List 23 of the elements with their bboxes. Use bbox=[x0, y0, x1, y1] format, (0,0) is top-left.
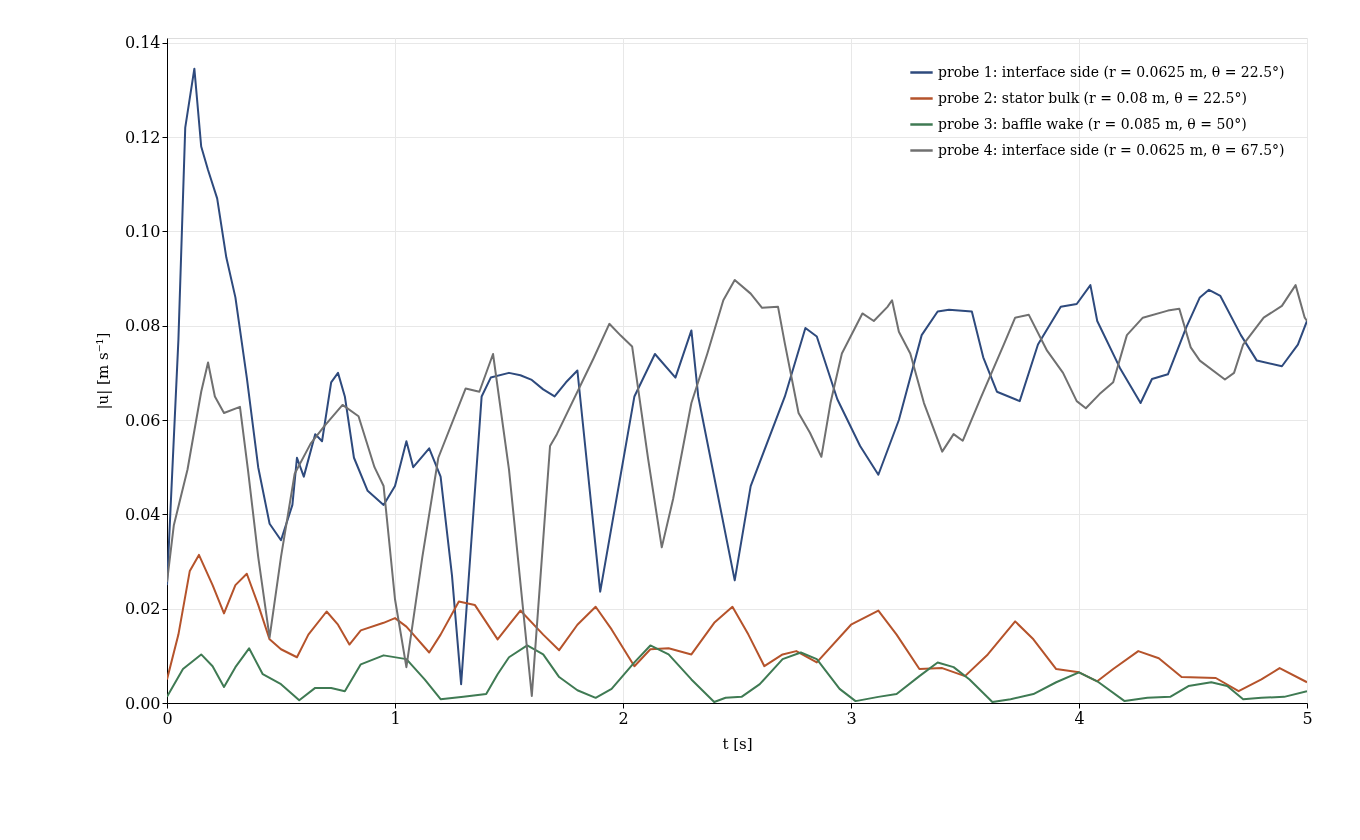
legend-label: probe 2: stator bulk (r = 0.08 m, θ = 22.5°) bbox=[938, 89, 1247, 106]
y-tick-label: 0.04 bbox=[124, 504, 161, 524]
legend-label: probe 1: interface side (r = 0.0625 m, θ = 22.5°) bbox=[938, 63, 1285, 80]
y-tick-label: 0.12 bbox=[124, 127, 161, 147]
x-tick-label: 5 bbox=[1302, 708, 1313, 728]
y-tick-label: 0.08 bbox=[124, 316, 161, 336]
line-series bbox=[167, 67, 1307, 686]
line-series bbox=[167, 553, 1307, 693]
line-series bbox=[167, 278, 1307, 697]
x-tick-label: 3 bbox=[846, 708, 857, 728]
x-tick-label: 0 bbox=[162, 708, 173, 728]
y-tick-label: 0.06 bbox=[124, 410, 161, 430]
legend-label: probe 4: interface side (r = 0.0625 m, θ = 67.5°) bbox=[938, 141, 1285, 158]
y-tick-label: 0.02 bbox=[124, 599, 161, 619]
x-axis-title: t [s] bbox=[722, 734, 753, 753]
x-tick-label: 2 bbox=[618, 708, 629, 728]
y-axis-title: |u| [m s⁻¹] bbox=[93, 332, 112, 410]
x-tick-label: 4 bbox=[1074, 708, 1085, 728]
x-tick-label: 1 bbox=[390, 708, 401, 728]
y-tick-label: 0.10 bbox=[124, 221, 161, 241]
y-tick-label: 0.14 bbox=[124, 33, 161, 53]
legend-label: probe 3: baffle wake (r = 0.085 m, θ = 50°) bbox=[938, 115, 1247, 132]
y-tick-label: 0.00 bbox=[124, 693, 161, 713]
